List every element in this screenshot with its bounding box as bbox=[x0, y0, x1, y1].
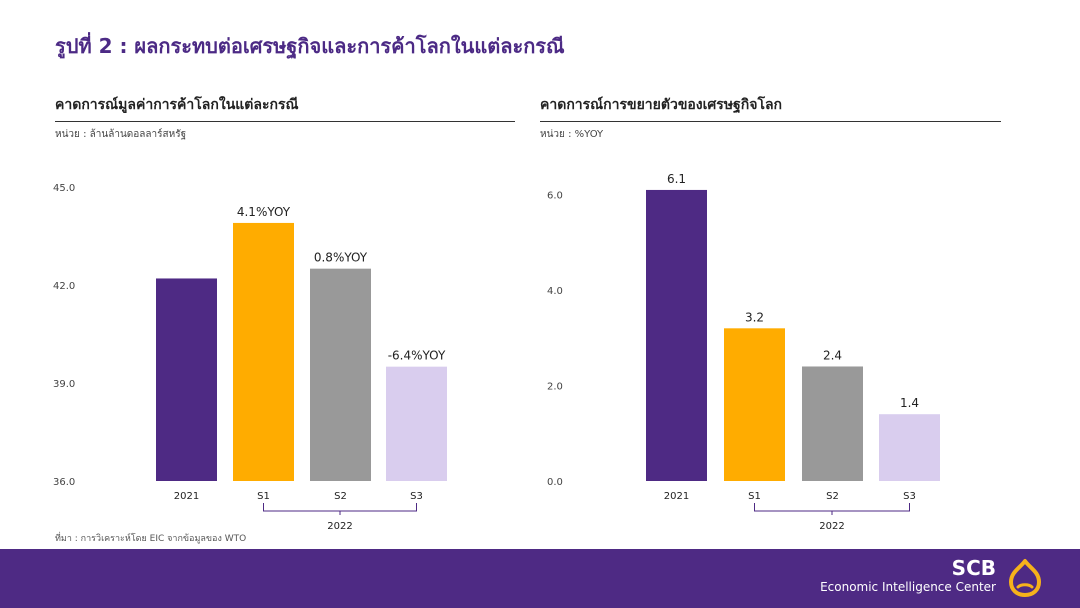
brand-block: SCB Economic Intelligence Center bbox=[820, 557, 996, 595]
trade-value-data-label: 0.8%YOY bbox=[314, 251, 368, 265]
trade-value-y-tick-label: 36.0 bbox=[53, 477, 75, 488]
trade-value-bar bbox=[386, 366, 447, 481]
trade-value-bar bbox=[233, 222, 294, 481]
gdp-growth-bar bbox=[646, 189, 707, 481]
trade-value-y-tick-label: 42.0 bbox=[53, 281, 75, 292]
source-note: ที่มา : การวิเคราะห์โดย EIC จากข้อมูลของ… bbox=[55, 534, 247, 544]
trade-value-bar bbox=[156, 278, 217, 481]
brand-tagline: Economic Intelligence Center bbox=[820, 580, 996, 594]
gdp-growth-chart: 0.0 2.0 4.0 6.0 6.1 2021 3.2 S1 2.4 S2 1.4 S3 2022 bbox=[547, 172, 940, 532]
trade-value-x-tick-label: S2 bbox=[334, 491, 347, 502]
gdp-growth-data-label: 3.2 bbox=[745, 310, 764, 324]
gdp-growth-y-tick-label: 2.0 bbox=[547, 382, 563, 393]
trade-value-group-label: 2022 bbox=[327, 521, 352, 532]
trade-value-x-tick-label: S3 bbox=[410, 491, 423, 502]
gdp-growth-y-tick-label: 0.0 bbox=[547, 477, 563, 488]
gdp-growth-x-tick-label: S3 bbox=[903, 491, 916, 502]
gdp-growth-x-tick-label: S2 bbox=[826, 491, 839, 502]
gdp-growth-x-tick-label: 2021 bbox=[664, 491, 689, 502]
trade-value-x-tick-label: S1 bbox=[257, 491, 270, 502]
trade-value-y-tick-label: 45.0 bbox=[53, 183, 75, 194]
gdp-growth-data-label: 2.4 bbox=[823, 348, 842, 362]
gdp-growth-bar bbox=[879, 414, 940, 481]
trade-value-data-label: 4.1%YOY bbox=[237, 205, 291, 219]
gdp-growth-data-label: 1.4 bbox=[900, 396, 919, 410]
trade-value-x-tick-label: 2021 bbox=[174, 491, 199, 502]
gdp-growth-y-tick-label: 6.0 bbox=[547, 191, 563, 202]
gdp-growth-y-tick-label: 4.0 bbox=[547, 286, 563, 297]
gdp-growth-bar bbox=[802, 366, 863, 481]
gdp-growth-group-bracket bbox=[754, 503, 910, 515]
trade-value-group-bracket bbox=[263, 503, 417, 515]
page-title: รูปที่ 2 : ผลกระทบต่อเศรษฐกิจและการค้าโล… bbox=[55, 34, 565, 58]
scb-crest-icon bbox=[1009, 559, 1041, 597]
trade-value-bar bbox=[310, 268, 371, 481]
trade-value-unit: หน่วย : ล้านล้านดอลลาร์สหรัฐ bbox=[55, 129, 187, 140]
gdp-growth-panel: คาดการณ์การขยายตัวของเศรษฐกิจโลก หน่วย :… bbox=[540, 94, 1001, 142]
footer-bar: SCB Economic Intelligence Center bbox=[0, 549, 1080, 608]
gdp-growth-bar bbox=[724, 328, 785, 481]
trade-value-y-tick-label: 39.0 bbox=[53, 379, 75, 390]
trade-value-data-label: -6.4%YOY bbox=[388, 349, 446, 363]
brand-name: SCB bbox=[951, 556, 996, 580]
gdp-growth-unit: หน่วย : %YOY bbox=[540, 129, 604, 140]
trade-value-chart: 36.0 39.0 42.0 45.0 2021 4.1%YOY S1 0.8%YOY S2 -6… bbox=[53, 183, 447, 532]
trade-value-panel-title: คาดการณ์มูลค่าการค้าโลกในแต่ละกรณี bbox=[55, 94, 515, 122]
gdp-growth-panel-title: คาดการณ์การขยายตัวของเศรษฐกิจโลก bbox=[540, 94, 1001, 122]
gdp-growth-group-label: 2022 bbox=[819, 521, 844, 532]
trade-value-panel: คาดการณ์มูลค่าการค้าโลกในแต่ละกรณี หน่วย… bbox=[55, 94, 515, 142]
gdp-growth-x-tick-label: S1 bbox=[748, 491, 761, 502]
gdp-growth-data-label: 6.1 bbox=[667, 172, 686, 186]
